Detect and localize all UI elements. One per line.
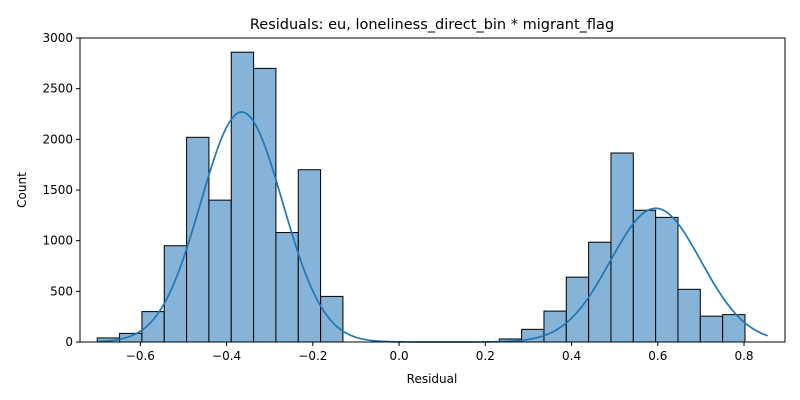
histogram-bar — [208, 199, 232, 343]
x-axis-label: Residual — [407, 372, 458, 386]
x-tick-label: 0.2 — [476, 349, 495, 363]
histogram-bar — [699, 315, 724, 343]
y-tick-label: 2000 — [42, 132, 73, 146]
x-tick-label: 0.0 — [390, 349, 409, 363]
x-tick-label: −0.4 — [212, 349, 241, 363]
y-axis: 0 500 1000 1500 2000 2500 3000 — [42, 31, 80, 349]
y-tick-label: 500 — [50, 284, 73, 298]
histogram-bar — [722, 314, 746, 343]
x-tick-label: 0.4 — [562, 349, 581, 363]
histogram-bar — [297, 169, 322, 343]
y-tick-label: 3000 — [42, 31, 73, 45]
y-tick-label: 2500 — [42, 82, 73, 96]
histogram-bar — [275, 232, 299, 343]
histogram-bar — [230, 51, 255, 343]
bars-group — [96, 51, 746, 343]
x-tick-label: −0.6 — [126, 349, 155, 363]
histogram-bar — [610, 152, 634, 343]
histogram-bar — [655, 216, 679, 343]
x-tick-label: 0.6 — [648, 349, 667, 363]
x-tick-label: −0.2 — [298, 349, 327, 363]
chart-title: Residuals: eu, loneliness_direct_bin * m… — [250, 17, 614, 33]
x-tick-label: 0.8 — [734, 349, 753, 363]
y-tick-label: 1500 — [42, 183, 73, 197]
histogram-bar — [320, 295, 344, 343]
histogram-bar — [677, 288, 701, 343]
histogram-bar — [565, 276, 590, 343]
x-axis: −0.6 −0.4 −0.2 0.0 0.2 0.4 0.6 0.8 — [126, 342, 754, 363]
y-tick-label: 1000 — [42, 234, 73, 248]
histogram-bar — [253, 67, 277, 343]
histogram-bar — [632, 209, 657, 343]
y-axis-label: Count — [15, 172, 29, 208]
y-tick-label: 0 — [65, 335, 73, 349]
